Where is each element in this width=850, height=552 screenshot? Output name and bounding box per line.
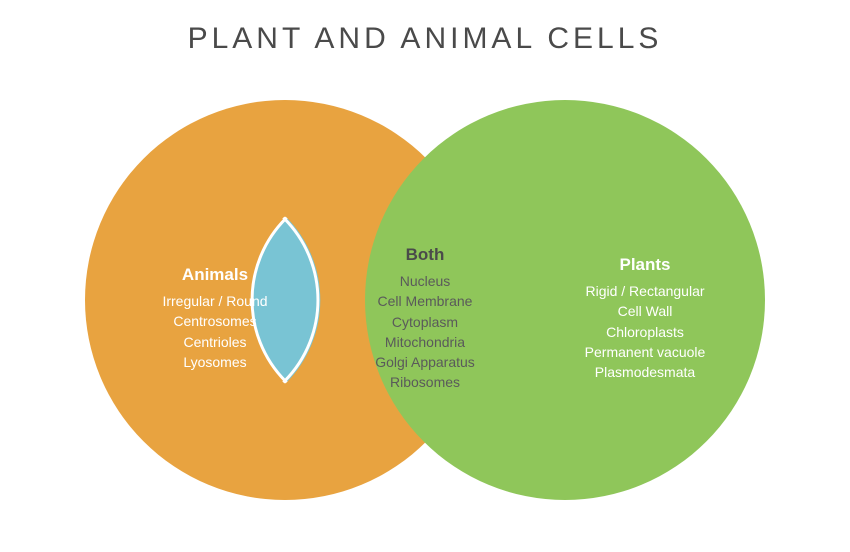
list-item: Chloroplasts: [555, 322, 735, 342]
list-item: Ribosomes: [335, 372, 515, 392]
left-header: Animals: [125, 265, 305, 285]
list-item: Irregular / Round: [125, 291, 305, 311]
list-item: Cell Membrane: [335, 291, 515, 311]
right-header: Plants: [555, 255, 735, 275]
right-text-block: Plants Rigid / RectangularCell WallChlor…: [555, 255, 735, 382]
list-item: Centrosomes: [125, 311, 305, 331]
list-item: Mitochondria: [335, 332, 515, 352]
right-items: Rigid / RectangularCell WallChloroplasts…: [555, 281, 735, 382]
list-item: Plasmodesmata: [555, 362, 735, 382]
center-items: NucleusCell MembraneCytoplasmMitochondri…: [335, 271, 515, 393]
list-item: Cytoplasm: [335, 312, 515, 332]
list-item: Cell Wall: [555, 301, 735, 321]
list-item: Nucleus: [335, 271, 515, 291]
list-item: Lyosomes: [125, 352, 305, 372]
list-item: Permanent vacuole: [555, 342, 735, 362]
list-item: Rigid / Rectangular: [555, 281, 735, 301]
left-text-block: Animals Irregular / RoundCentrosomesCent…: [125, 265, 305, 372]
center-header: Both: [335, 245, 515, 265]
center-text-block: Both NucleusCell MembraneCytoplasmMitoch…: [335, 245, 515, 393]
venn-diagram: Animals Irregular / RoundCentrosomesCent…: [75, 90, 775, 530]
left-items: Irregular / RoundCentrosomesCentriolesLy…: [125, 291, 305, 372]
list-item: Golgi Apparatus: [335, 352, 515, 372]
list-item: Centrioles: [125, 332, 305, 352]
diagram-title: Plant and Animal Cells: [0, 22, 850, 56]
